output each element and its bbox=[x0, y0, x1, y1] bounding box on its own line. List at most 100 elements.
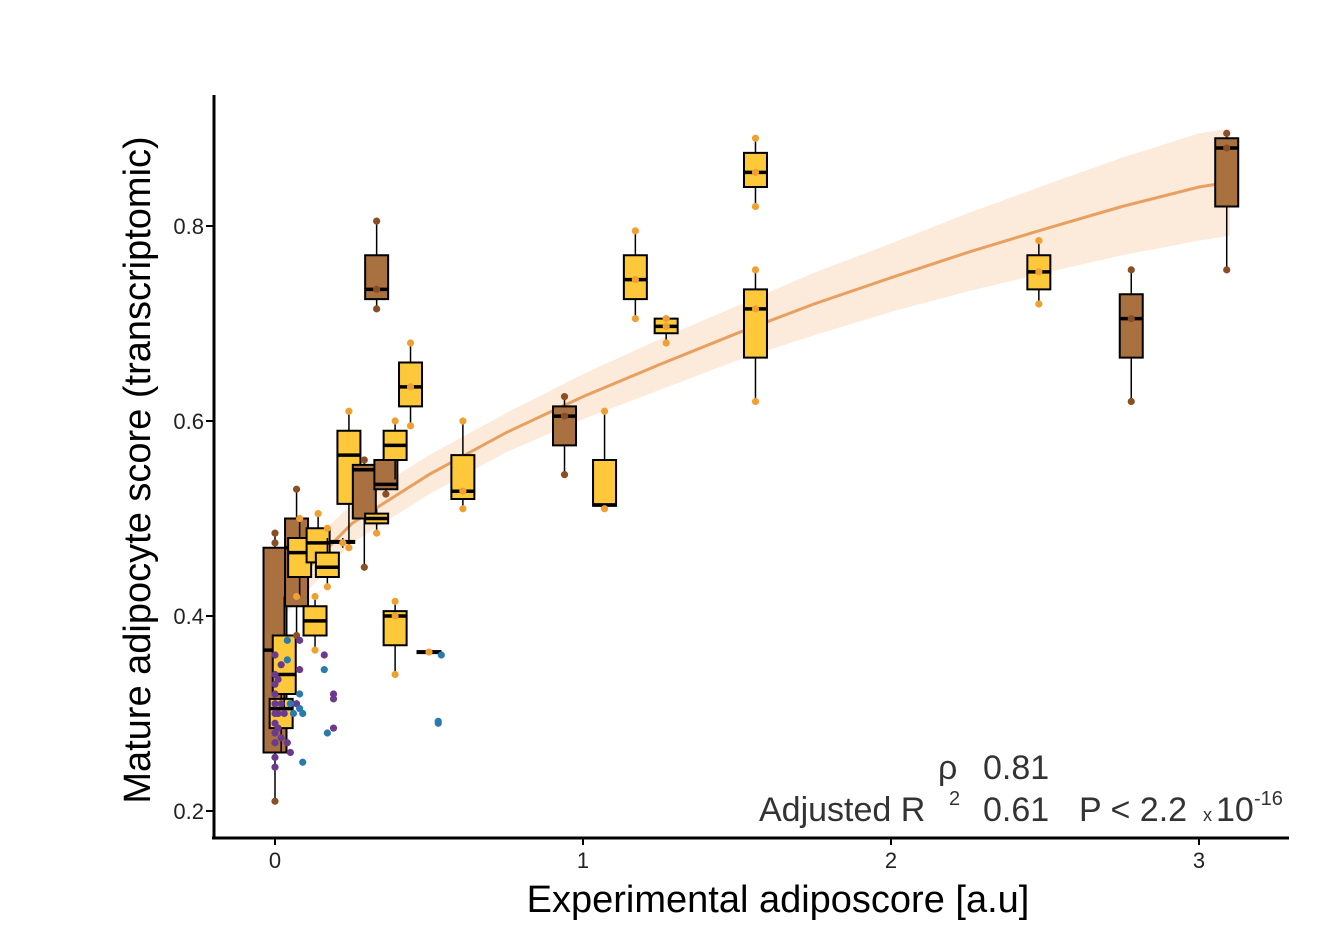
data-point bbox=[373, 285, 381, 293]
data-point bbox=[751, 168, 760, 176]
data-point bbox=[323, 524, 331, 532]
data-point bbox=[274, 709, 282, 718]
point-layer bbox=[271, 129, 1231, 805]
box-body bbox=[592, 459, 618, 507]
data-point bbox=[296, 514, 304, 523]
r2-superscript: 2 bbox=[949, 788, 960, 810]
data-point bbox=[283, 656, 291, 664]
data-point bbox=[289, 709, 298, 718]
data-point bbox=[274, 675, 282, 683]
x-tick-label: 0 bbox=[269, 848, 281, 873]
tick-layer: 0 1 2 3 0.2 0.4 0.6 0.8 bbox=[173, 214, 1205, 873]
y-tick-label: 0.2 bbox=[173, 799, 204, 824]
data-point bbox=[631, 227, 639, 235]
data-point bbox=[751, 266, 760, 274]
data-point bbox=[459, 417, 467, 425]
data-point bbox=[339, 539, 347, 547]
data-point bbox=[1223, 266, 1231, 274]
data-point bbox=[345, 544, 353, 552]
data-point bbox=[459, 505, 467, 513]
rho-value: 0.81 bbox=[983, 749, 1049, 787]
data-point bbox=[600, 407, 609, 415]
data-point bbox=[277, 700, 285, 708]
confidence-band-layer bbox=[275, 128, 1230, 626]
data-point bbox=[406, 383, 415, 391]
data-point bbox=[391, 597, 399, 605]
data-point bbox=[296, 690, 304, 698]
data-point bbox=[751, 134, 760, 142]
data-point bbox=[391, 417, 399, 425]
data-point bbox=[323, 729, 331, 737]
box-plot bbox=[364, 508, 390, 534]
p-label: P < 2.2 bbox=[1079, 791, 1187, 829]
data-point bbox=[271, 739, 279, 747]
y-tick-label: 0.6 bbox=[173, 409, 204, 434]
data-point bbox=[1127, 397, 1135, 406]
p-times: x bbox=[1203, 805, 1212, 825]
data-point bbox=[320, 666, 328, 674]
x-tick-label: 2 bbox=[885, 848, 897, 873]
data-point bbox=[1127, 315, 1135, 323]
data-point bbox=[1035, 268, 1043, 276]
data-point bbox=[311, 646, 319, 654]
p-base: 10 bbox=[1216, 791, 1254, 829]
x-tick-label: 3 bbox=[1193, 848, 1205, 873]
rho-label: ρ bbox=[938, 749, 957, 787]
data-point bbox=[277, 734, 285, 742]
data-point bbox=[560, 412, 569, 420]
data-point bbox=[296, 636, 304, 644]
data-point bbox=[751, 397, 760, 406]
data-point bbox=[600, 505, 609, 513]
data-point bbox=[320, 651, 328, 659]
data-point bbox=[1035, 237, 1043, 245]
r2-label: Adjusted R bbox=[759, 791, 925, 829]
data-point bbox=[406, 339, 415, 347]
data-point bbox=[751, 202, 760, 211]
data-point bbox=[662, 339, 670, 347]
box-plot bbox=[314, 538, 340, 587]
box-body bbox=[351, 463, 377, 520]
data-point bbox=[299, 709, 307, 718]
data-point bbox=[434, 717, 442, 725]
y-tick-label: 0.8 bbox=[173, 214, 204, 239]
data-point bbox=[373, 217, 381, 225]
data-point bbox=[1127, 266, 1135, 274]
box-plot bbox=[364, 221, 390, 309]
r2-value: 0.61 bbox=[983, 791, 1049, 829]
box-body bbox=[552, 405, 578, 447]
data-point bbox=[345, 407, 353, 415]
box-plot bbox=[302, 596, 328, 651]
data-point bbox=[286, 700, 294, 708]
fit-line-layer bbox=[273, 180, 1231, 603]
data-point bbox=[631, 315, 639, 323]
box-plot bbox=[1214, 133, 1240, 270]
data-point bbox=[382, 490, 390, 498]
data-point bbox=[311, 592, 319, 601]
data-point bbox=[280, 709, 288, 718]
confidence-band bbox=[275, 128, 1230, 626]
data-point bbox=[271, 539, 279, 547]
data-point bbox=[1223, 144, 1231, 152]
data-point bbox=[292, 485, 301, 493]
data-point bbox=[296, 666, 304, 674]
box-plot bbox=[382, 421, 408, 480]
data-point bbox=[631, 276, 639, 284]
data-point bbox=[283, 636, 291, 644]
box-plot bbox=[1118, 269, 1144, 402]
data-point bbox=[271, 797, 279, 805]
data-point bbox=[1223, 129, 1231, 137]
data-point bbox=[373, 305, 381, 313]
data-point bbox=[271, 690, 279, 698]
data-point bbox=[271, 529, 279, 537]
data-point bbox=[323, 583, 331, 591]
box-body bbox=[742, 288, 768, 359]
data-point bbox=[391, 612, 399, 620]
y-axis-title: Mature adipocyte score (transcriptomic) bbox=[117, 136, 159, 803]
box-plot bbox=[622, 230, 648, 319]
box-body bbox=[1214, 137, 1240, 208]
data-point bbox=[662, 322, 670, 331]
data-point bbox=[271, 651, 279, 659]
box-body bbox=[1118, 293, 1144, 359]
data-point bbox=[437, 651, 445, 659]
